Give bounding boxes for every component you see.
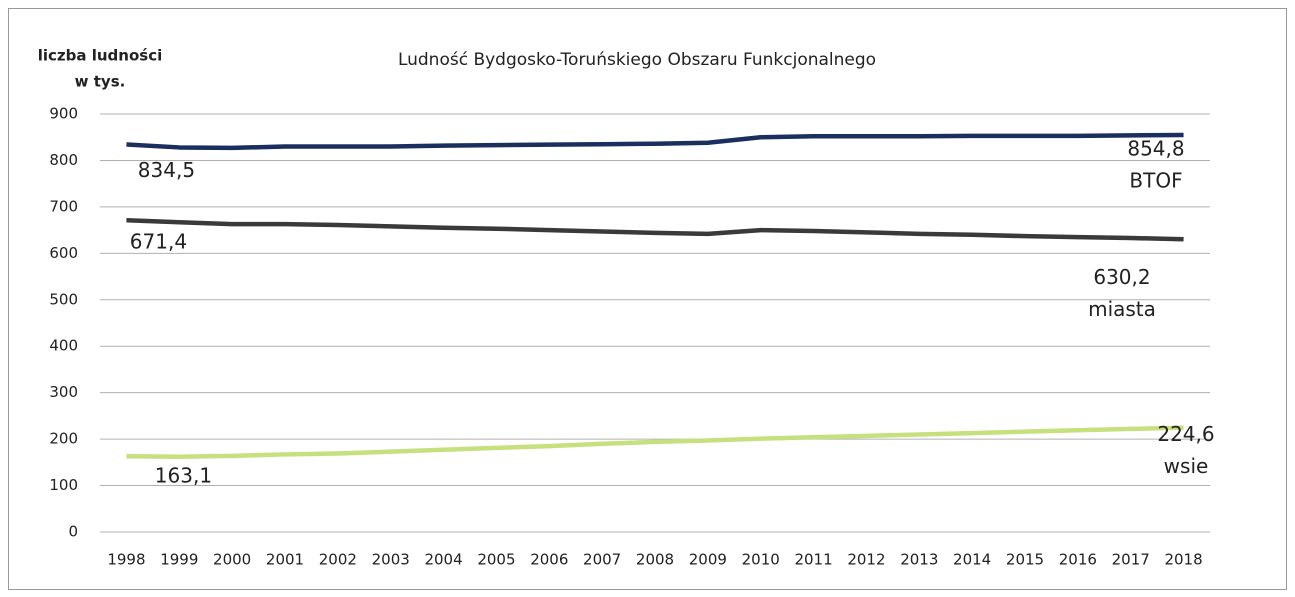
- x-tick-label: 2007: [583, 551, 621, 569]
- x-tick-label: 2012: [847, 551, 885, 569]
- value-label: 854,8: [1127, 136, 1184, 160]
- x-tick-label: 2018: [1164, 551, 1202, 569]
- y-tick-label: 300: [49, 383, 78, 401]
- y-tick-label: 700: [49, 197, 78, 215]
- x-tick-label: 2014: [953, 551, 991, 569]
- value-label: 163,1: [155, 464, 212, 488]
- x-tick-label: 2005: [477, 551, 515, 569]
- value-label: 630,2: [1093, 265, 1150, 289]
- chart-title: Ludność Bydgosko-Toruńskiego Obszaru Fun…: [398, 50, 876, 70]
- series-label: BTOF: [1129, 168, 1182, 192]
- x-tick-label: 2006: [530, 551, 568, 569]
- y-tick-label: 600: [49, 244, 78, 262]
- x-tick-label: 2003: [372, 551, 410, 569]
- x-tick-label: 2004: [424, 551, 462, 569]
- chart-frame: [8, 8, 1287, 590]
- x-tick-label: 1998: [107, 551, 145, 569]
- x-tick-label: 2010: [742, 551, 780, 569]
- x-tick-label: 1999: [160, 551, 198, 569]
- y-tick-label: 500: [49, 290, 78, 308]
- x-tick-label: 2016: [1059, 551, 1097, 569]
- y-tick-label: 0: [68, 523, 78, 541]
- x-tick-label: 2017: [1112, 551, 1150, 569]
- x-tick-label: 2015: [1006, 551, 1044, 569]
- y-tick-label: 800: [49, 151, 78, 169]
- series-line: [126, 132, 1184, 151]
- y-tick-label: 900: [49, 105, 78, 123]
- value-label: 224,6: [1157, 422, 1214, 446]
- series-line: [126, 425, 1184, 460]
- value-label: 671,4: [130, 230, 187, 254]
- y-tick-label: 400: [49, 337, 78, 355]
- x-tick-label: 2000: [213, 551, 251, 569]
- value-label: 834,5: [138, 158, 195, 182]
- series-label: wsie: [1164, 454, 1209, 478]
- x-tick-label: 2002: [319, 551, 357, 569]
- y-axis-title: w tys.: [75, 73, 126, 91]
- y-tick-label: 200: [49, 430, 78, 448]
- y-tick-label: 100: [49, 476, 78, 494]
- series-line: [126, 217, 1184, 242]
- x-tick-label: 2001: [266, 551, 304, 569]
- x-tick-label: 2008: [636, 551, 674, 569]
- y-axis-title: liczba ludności: [38, 47, 163, 65]
- x-tick-label: 2013: [900, 551, 938, 569]
- x-tick-label: 2009: [689, 551, 727, 569]
- x-tick-label: 2011: [794, 551, 832, 569]
- series-label: miasta: [1088, 297, 1156, 321]
